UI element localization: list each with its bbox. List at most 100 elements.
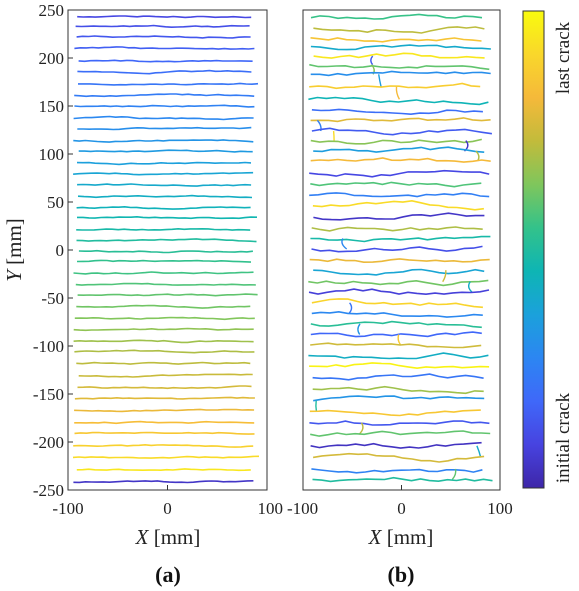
crack-branch bbox=[467, 281, 473, 293]
crack-branch bbox=[357, 323, 361, 335]
crack-line bbox=[74, 396, 255, 400]
crack-line bbox=[313, 395, 485, 402]
crack-line bbox=[77, 194, 253, 199]
crack-line bbox=[73, 271, 254, 275]
x-tick-label: -100 bbox=[52, 499, 83, 518]
crack-line bbox=[310, 157, 491, 163]
crack-line bbox=[309, 63, 490, 71]
crack-line bbox=[74, 420, 255, 425]
panel-b-cracks bbox=[308, 13, 493, 483]
y-tick-label: -250 bbox=[33, 481, 64, 500]
crack-line bbox=[308, 352, 489, 360]
crack-line bbox=[309, 420, 490, 426]
crack-line bbox=[72, 455, 260, 459]
crack-line bbox=[313, 26, 485, 34]
crack-line bbox=[73, 339, 254, 344]
crack-line bbox=[78, 249, 253, 254]
crack-line bbox=[313, 212, 485, 221]
crack-line bbox=[311, 245, 483, 253]
crack-line bbox=[310, 138, 482, 145]
crack-line bbox=[311, 298, 483, 309]
crack-line bbox=[74, 104, 255, 108]
crack-line bbox=[73, 171, 254, 176]
x-tick-label: 100 bbox=[258, 499, 284, 518]
crack-line bbox=[76, 361, 251, 365]
crack-branch bbox=[475, 150, 480, 162]
crack-line bbox=[312, 385, 484, 395]
panel-a-cracks bbox=[72, 15, 260, 484]
crack-line bbox=[76, 161, 252, 166]
y-tick-label: 250 bbox=[39, 1, 65, 20]
colorbar-bottom-label: initial crack bbox=[553, 392, 574, 483]
crack-line bbox=[311, 108, 483, 116]
crack-line bbox=[310, 13, 483, 20]
crack-line bbox=[77, 385, 252, 390]
crack-line bbox=[73, 443, 254, 448]
x-tick-label: 0 bbox=[163, 499, 172, 518]
crack-line bbox=[312, 373, 484, 381]
crack-branch bbox=[358, 422, 364, 435]
crack-line bbox=[78, 82, 259, 86]
crack-line bbox=[310, 320, 482, 329]
crack-line bbox=[313, 52, 485, 59]
crack-line bbox=[310, 342, 482, 349]
panel-a: -100 0 100 250 200 150 100 50 0 -50 -100 -150 -200 -… bbox=[2, 1, 283, 587]
crack-line bbox=[76, 205, 251, 210]
crack-line bbox=[73, 115, 254, 121]
crack-line bbox=[310, 117, 491, 123]
crack-line bbox=[313, 268, 485, 276]
crack-line bbox=[74, 46, 255, 50]
crack-line bbox=[74, 349, 255, 354]
crack-line bbox=[73, 327, 254, 332]
crack-line bbox=[78, 373, 253, 378]
crack-line bbox=[310, 235, 491, 243]
panel-b-x-ticks: -100 0 100 bbox=[287, 485, 513, 518]
crack-line bbox=[312, 476, 493, 483]
crack-line bbox=[76, 35, 251, 39]
crack-line bbox=[309, 169, 490, 178]
crack-line bbox=[311, 226, 483, 232]
crack-branch bbox=[332, 130, 335, 141]
crack-line bbox=[313, 146, 485, 153]
crack-line bbox=[74, 408, 255, 413]
crack-line bbox=[312, 452, 485, 463]
crack-line bbox=[312, 199, 484, 211]
y-tick-label: 100 bbox=[39, 145, 65, 164]
crack-branch bbox=[348, 302, 353, 314]
crack-line bbox=[76, 304, 251, 309]
colorbar-gradient bbox=[522, 10, 545, 489]
crack-line bbox=[75, 24, 250, 29]
panel-a-label: (a) bbox=[155, 562, 181, 587]
crack-line bbox=[310, 181, 482, 188]
crack-line bbox=[73, 139, 254, 143]
crack-branch bbox=[315, 400, 318, 412]
crack-line bbox=[309, 362, 490, 370]
panel-a-y-axis-label: Y [mm] bbox=[2, 218, 26, 282]
crack-line bbox=[74, 431, 255, 435]
x-tick-label: -100 bbox=[287, 499, 318, 518]
crack-line bbox=[309, 409, 481, 417]
crack-line bbox=[311, 127, 493, 136]
crack-line bbox=[308, 96, 489, 106]
crack-line bbox=[74, 316, 255, 321]
y-tick-label: -50 bbox=[41, 289, 64, 308]
crack-line bbox=[75, 282, 256, 286]
crack-line bbox=[310, 37, 482, 43]
crack-line bbox=[77, 293, 258, 297]
crack-line bbox=[310, 441, 482, 449]
crack-line bbox=[308, 288, 490, 296]
crack-line bbox=[76, 259, 252, 263]
y-tick-label: -100 bbox=[33, 337, 64, 356]
colorbar-top-label: last crack bbox=[553, 21, 574, 94]
crack-branch bbox=[395, 86, 401, 100]
crack-line bbox=[310, 44, 491, 51]
crack-line bbox=[310, 430, 491, 437]
crack-line bbox=[77, 183, 252, 187]
crack-line bbox=[309, 192, 490, 198]
crack-line bbox=[76, 227, 251, 231]
y-tick-label: 0 bbox=[56, 241, 65, 260]
y-tick-label: -200 bbox=[33, 433, 64, 452]
y-tick-label: -150 bbox=[33, 385, 64, 404]
crack-line bbox=[308, 279, 489, 287]
